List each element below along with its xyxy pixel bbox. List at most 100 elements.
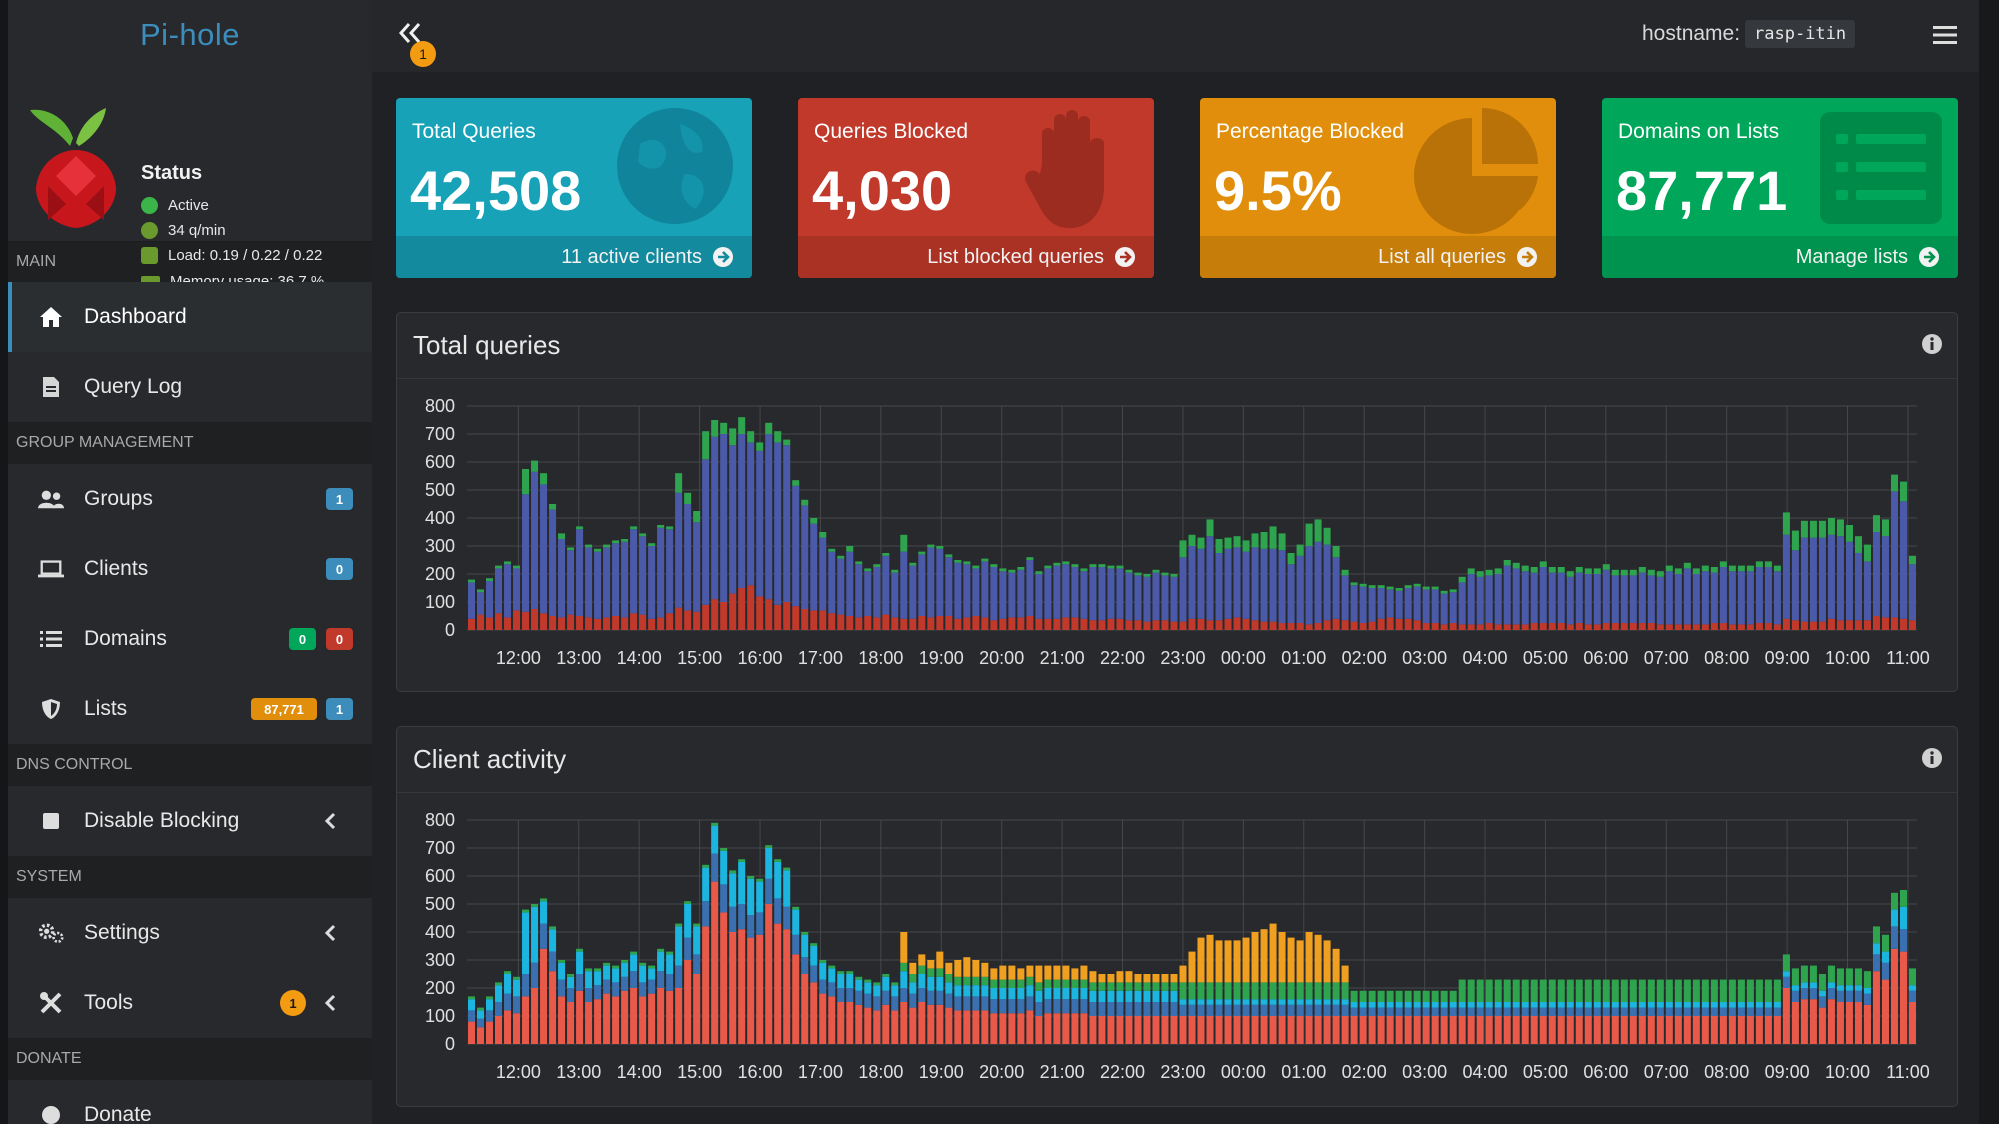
nav-disable-blocking[interactable]: Disable Blocking: [8, 786, 372, 856]
bar-segment[interactable]: [1053, 999, 1061, 1014]
bar-segment[interactable]: [1422, 1007, 1430, 1016]
bar-segment[interactable]: [1494, 574, 1502, 625]
bar-segment[interactable]: [1206, 1004, 1214, 1016]
bar-segment[interactable]: [1656, 979, 1664, 1002]
bar-segment[interactable]: [540, 473, 548, 485]
bar-segment[interactable]: [1026, 965, 1034, 977]
bar-segment[interactable]: [1656, 1016, 1664, 1044]
bar-segment[interactable]: [684, 901, 692, 904]
bar-segment[interactable]: [1863, 971, 1871, 988]
bar-segment[interactable]: [1233, 1004, 1241, 1016]
bar-segment[interactable]: [1629, 979, 1637, 1002]
bar-segment[interactable]: [1296, 1004, 1304, 1016]
bar-segment[interactable]: [1782, 534, 1790, 619]
bar-segment[interactable]: [657, 617, 665, 630]
bar-segment[interactable]: [918, 616, 926, 630]
bar-segment[interactable]: [1305, 1016, 1313, 1044]
bar-segment[interactable]: [1881, 536, 1889, 618]
bar-segment[interactable]: [1602, 1002, 1610, 1008]
bar-segment[interactable]: [1791, 550, 1799, 621]
bar-segment[interactable]: [675, 473, 683, 493]
bar-segment[interactable]: [747, 878, 755, 916]
bar-segment[interactable]: [1233, 940, 1241, 983]
bar-segment[interactable]: [1332, 1004, 1340, 1016]
bar-segment[interactable]: [954, 560, 962, 563]
bar-segment[interactable]: [972, 960, 980, 977]
bar-segment[interactable]: [603, 965, 611, 980]
bar-segment[interactable]: [621, 962, 629, 977]
bar-segment[interactable]: [1242, 999, 1250, 1005]
bar-segment[interactable]: [1260, 621, 1268, 630]
bar-segment[interactable]: [1827, 988, 1835, 1000]
bar-segment[interactable]: [1809, 537, 1817, 622]
bar-segment[interactable]: [693, 522, 701, 612]
bar-segment[interactable]: [702, 867, 710, 902]
bar-segment[interactable]: [765, 848, 773, 879]
bar-segment[interactable]: [1098, 990, 1106, 1002]
bar-segment[interactable]: [819, 610, 827, 630]
bar-segment[interactable]: [801, 957, 809, 974]
bar-segment[interactable]: [1008, 1013, 1016, 1044]
bar-segment[interactable]: [846, 971, 854, 974]
bar-segment[interactable]: [1638, 979, 1646, 1002]
bar-segment[interactable]: [1899, 618, 1907, 630]
bar-segment[interactable]: [558, 962, 566, 980]
bar-segment[interactable]: [1701, 1016, 1709, 1044]
bar-segment[interactable]: [1386, 617, 1394, 630]
bar-segment[interactable]: [1602, 564, 1610, 570]
bar-segment[interactable]: [1800, 537, 1808, 622]
bar-segment[interactable]: [1629, 575, 1637, 623]
bar-segment[interactable]: [1584, 624, 1592, 630]
bar-segment[interactable]: [1377, 990, 1385, 1002]
bar-segment[interactable]: [648, 965, 656, 969]
bar-segment[interactable]: [1161, 575, 1169, 621]
bar-segment[interactable]: [810, 946, 818, 966]
bar-segment[interactable]: [945, 993, 953, 1008]
nav-settings[interactable]: Settings: [8, 898, 372, 968]
bar-segment[interactable]: [1827, 982, 1835, 988]
total-queries-chart[interactable]: 0 100 200 300 400 500 600 700 800 12:00 13:00 14:00…: [397, 379, 1957, 691]
bar-segment[interactable]: [1863, 561, 1871, 621]
bar-segment[interactable]: [1314, 934, 1322, 983]
bar-segment[interactable]: [1701, 565, 1709, 572]
bar-segment[interactable]: [522, 469, 530, 495]
bar-segment[interactable]: [1359, 1007, 1367, 1016]
bar-segment[interactable]: [1899, 481, 1907, 502]
bar-segment[interactable]: [1071, 567, 1079, 618]
bar-segment[interactable]: [576, 948, 584, 952]
bar-segment[interactable]: [756, 934, 764, 1044]
bar-segment[interactable]: [1836, 968, 1844, 986]
bar-segment[interactable]: [756, 596, 764, 630]
bar-segment[interactable]: [1044, 988, 1052, 1000]
bar-segment[interactable]: [1773, 1016, 1781, 1044]
bar-segment[interactable]: [837, 971, 845, 974]
bar-segment[interactable]: [1467, 574, 1475, 625]
bar-segment[interactable]: [1791, 968, 1799, 986]
bar-segment[interactable]: [1251, 620, 1259, 630]
bar-segment[interactable]: [495, 1002, 503, 1016]
bar-segment[interactable]: [720, 848, 728, 851]
bar-segment[interactable]: [891, 982, 899, 986]
bar-segment[interactable]: [1548, 572, 1556, 623]
bar-segment[interactable]: [1350, 582, 1358, 586]
bar-segment[interactable]: [1377, 585, 1385, 588]
bar-segment[interactable]: [1215, 982, 1223, 1000]
bar-segment[interactable]: [657, 525, 665, 528]
bar-segment[interactable]: [783, 867, 791, 871]
bar-segment[interactable]: [1737, 565, 1745, 572]
bar-segment[interactable]: [531, 906, 539, 963]
bar-segment[interactable]: [1116, 1002, 1124, 1016]
bar-segment[interactable]: [1395, 1002, 1403, 1008]
bar-segment[interactable]: [1017, 979, 1025, 988]
bar-segment[interactable]: [684, 504, 692, 611]
bar-segment[interactable]: [504, 1010, 512, 1044]
bar-segment[interactable]: [1593, 979, 1601, 1002]
bar-segment[interactable]: [972, 565, 980, 569]
bar-segment[interactable]: [810, 965, 818, 983]
bar-segment[interactable]: [1224, 548, 1232, 619]
bar-segment[interactable]: [1341, 965, 1349, 983]
tile-footer-link[interactable]: List blocked queries: [798, 236, 1154, 278]
bar-segment[interactable]: [972, 568, 980, 616]
bar-segment[interactable]: [1386, 1007, 1394, 1016]
bar-segment[interactable]: [1278, 623, 1286, 630]
